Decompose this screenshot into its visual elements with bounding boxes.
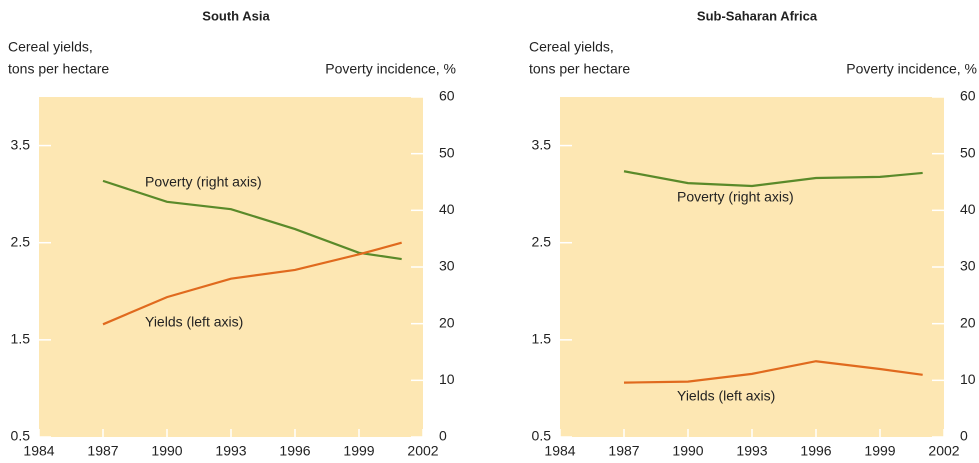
y2-tick-label: 60 (439, 88, 455, 104)
chart-title: South Asia (202, 8, 270, 23)
y2-tick-label: 40 (439, 201, 455, 217)
y2-tick-label: 30 (960, 258, 976, 274)
series-label: Poverty (right axis) (677, 189, 794, 205)
y-tick-label: 2.5 (532, 233, 552, 249)
y-axis-label: tons per hectare (529, 61, 630, 77)
y2-axis-label: Poverty incidence, % (325, 61, 456, 77)
plot-background (560, 97, 944, 437)
x-tick-label: 2002 (407, 443, 438, 459)
y-tick-label: 0.5 (532, 428, 552, 444)
y2-tick-label: 0 (439, 428, 447, 444)
y-tick-label: 3.5 (11, 136, 31, 152)
y2-tick-label: 30 (439, 258, 455, 274)
x-tick-label: 2002 (928, 443, 959, 459)
line-series (623, 170, 923, 188)
y2-tick-label: 0 (960, 428, 968, 444)
y-tick-label: 0.5 (11, 428, 31, 444)
x-tick-label: 1990 (151, 443, 182, 459)
x-tick-label: 1984 (544, 443, 575, 459)
line-series (102, 179, 402, 261)
x-tick-label: 1993 (215, 443, 246, 459)
line-series (102, 241, 402, 326)
y-tick-label: 2.5 (11, 233, 31, 249)
chart-title: Sub-Saharan Africa (697, 8, 818, 23)
x-tick-label: 1990 (672, 443, 703, 459)
x-tick-label: 1996 (800, 443, 831, 459)
y-tick-label: 1.5 (11, 331, 31, 347)
y2-tick-label: 50 (960, 144, 976, 160)
y2-tick-label: 40 (960, 201, 976, 217)
x-tick-label: 1993 (736, 443, 767, 459)
y2-tick-label: 50 (439, 144, 455, 160)
series-label: Poverty (right axis) (145, 174, 262, 190)
x-tick-label: 1987 (608, 443, 639, 459)
y-axis-label: tons per hectare (8, 61, 109, 77)
line-series (623, 360, 923, 384)
series-label: Yields (left axis) (145, 314, 243, 330)
y-tick-label: 3.5 (532, 136, 552, 152)
x-tick-label: 1996 (279, 443, 310, 459)
y-axis-label: Cereal yields, (8, 39, 93, 55)
plot-background (39, 97, 423, 437)
y2-tick-label: 10 (960, 371, 976, 387)
x-tick-label: 1987 (87, 443, 118, 459)
x-tick-label: 1999 (343, 443, 374, 459)
y-tick-label: 1.5 (532, 331, 552, 347)
series-label: Yields (left axis) (677, 388, 775, 404)
y2-tick-label: 10 (439, 371, 455, 387)
x-tick-label: 1999 (864, 443, 895, 459)
x-tick-label: 1984 (23, 443, 54, 459)
y-axis-label: Cereal yields, (529, 39, 614, 55)
y2-tick-label: 20 (960, 314, 976, 330)
y2-tick-label: 60 (960, 88, 976, 104)
y2-tick-label: 20 (439, 314, 455, 330)
y2-axis-label: Poverty incidence, % (846, 61, 977, 77)
